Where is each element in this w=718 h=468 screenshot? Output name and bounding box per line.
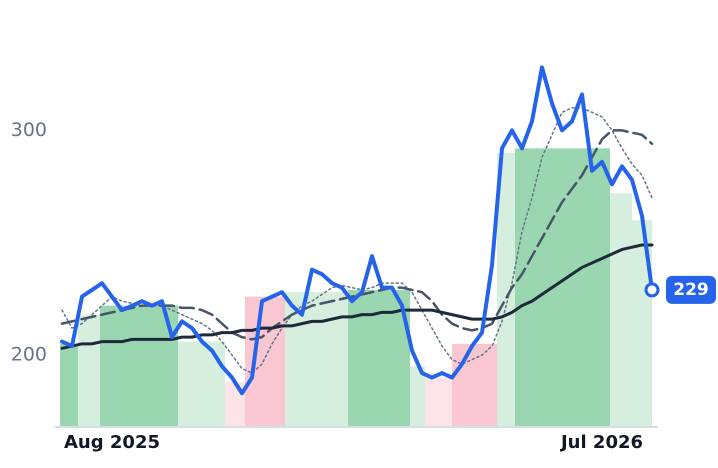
shade-column — [78, 314, 100, 427]
end-label-bg — [666, 275, 716, 304]
shade-column — [178, 341, 225, 427]
shade-column — [225, 382, 245, 427]
shade-column — [497, 152, 515, 428]
series-line — [60, 129, 654, 341]
series-line — [60, 243, 654, 350]
end-label: 229 — [673, 280, 709, 300]
y-tick-label: 300 — [11, 119, 47, 141]
shade-column — [452, 343, 497, 427]
series-line — [60, 65, 654, 396]
shade-column — [245, 296, 285, 427]
y-tick-label: 200 — [11, 344, 47, 366]
shade-column — [410, 366, 425, 427]
shade-column — [60, 343, 78, 427]
x-tick-label: Jul 2026 — [559, 432, 643, 453]
shade-column — [610, 193, 632, 427]
shade-column — [515, 148, 610, 428]
x-tick-label: Aug 2025 — [64, 432, 160, 453]
shade-column — [632, 220, 652, 427]
shade-column — [425, 377, 452, 427]
end-point — [644, 282, 660, 298]
shade-column — [100, 305, 178, 427]
shade-column — [285, 292, 348, 427]
